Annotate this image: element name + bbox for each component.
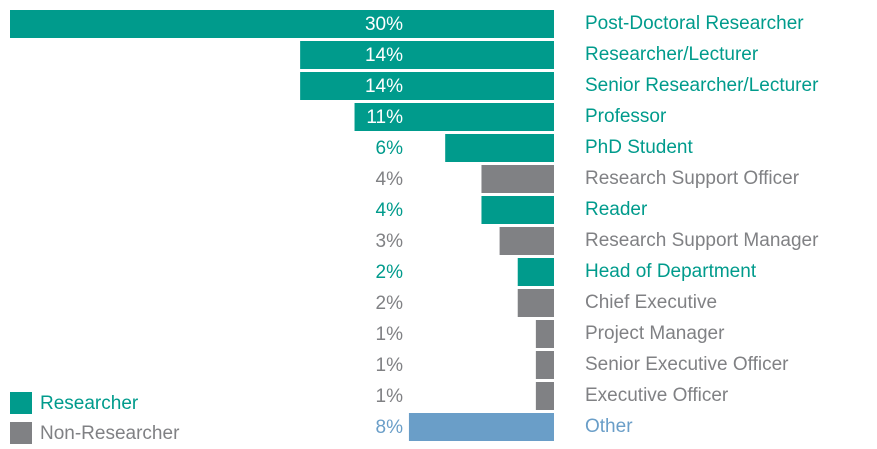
category-label: Post-Doctoral Researcher (585, 13, 804, 34)
bar (535, 320, 554, 348)
category-label: Research Support Manager (585, 230, 819, 251)
legend-label: Non-Researcher (40, 423, 180, 444)
category-label: Professor (585, 106, 667, 127)
bar (517, 258, 554, 286)
category-label: Reader (585, 199, 648, 220)
value-label: 6% (376, 138, 404, 159)
bar (354, 103, 554, 131)
value-label: 30% (365, 14, 403, 35)
value-label: 11% (366, 107, 403, 128)
value-label: 4% (376, 169, 404, 190)
category-label: Project Manager (585, 323, 725, 344)
bar (535, 351, 554, 379)
value-label: 8% (376, 417, 404, 438)
bar (535, 382, 554, 410)
category-label: Head of Department (585, 261, 757, 282)
value-label: 2% (376, 293, 404, 314)
category-label: PhD Student (585, 137, 693, 158)
value-label: 3% (376, 231, 404, 252)
category-label: Other (585, 416, 633, 437)
category-label: Senior Executive Officer (585, 354, 789, 375)
bar (517, 289, 554, 317)
category-label: Research Support Officer (585, 168, 800, 189)
legend-label: Researcher (40, 393, 139, 414)
category-label: Senior Researcher/Lecturer (585, 75, 819, 96)
category-label: Executive Officer (585, 385, 729, 406)
bar (10, 10, 554, 38)
value-label: 14% (365, 45, 403, 66)
value-label: 1% (376, 355, 404, 376)
bar (300, 72, 554, 100)
category-label: Researcher/Lecturer (585, 44, 759, 65)
category-label: Chief Executive (585, 292, 717, 313)
value-label: 1% (376, 324, 404, 345)
value-label: 4% (376, 200, 404, 221)
bar (300, 41, 554, 69)
bar (408, 413, 554, 441)
legend-swatch (10, 422, 32, 444)
bar (481, 165, 554, 193)
bar (481, 196, 554, 224)
value-label: 2% (376, 262, 404, 283)
value-label: 1% (376, 386, 404, 407)
value-label: 14% (365, 76, 403, 97)
bar (499, 227, 554, 255)
legend-swatch (10, 392, 32, 414)
bar (445, 134, 554, 162)
